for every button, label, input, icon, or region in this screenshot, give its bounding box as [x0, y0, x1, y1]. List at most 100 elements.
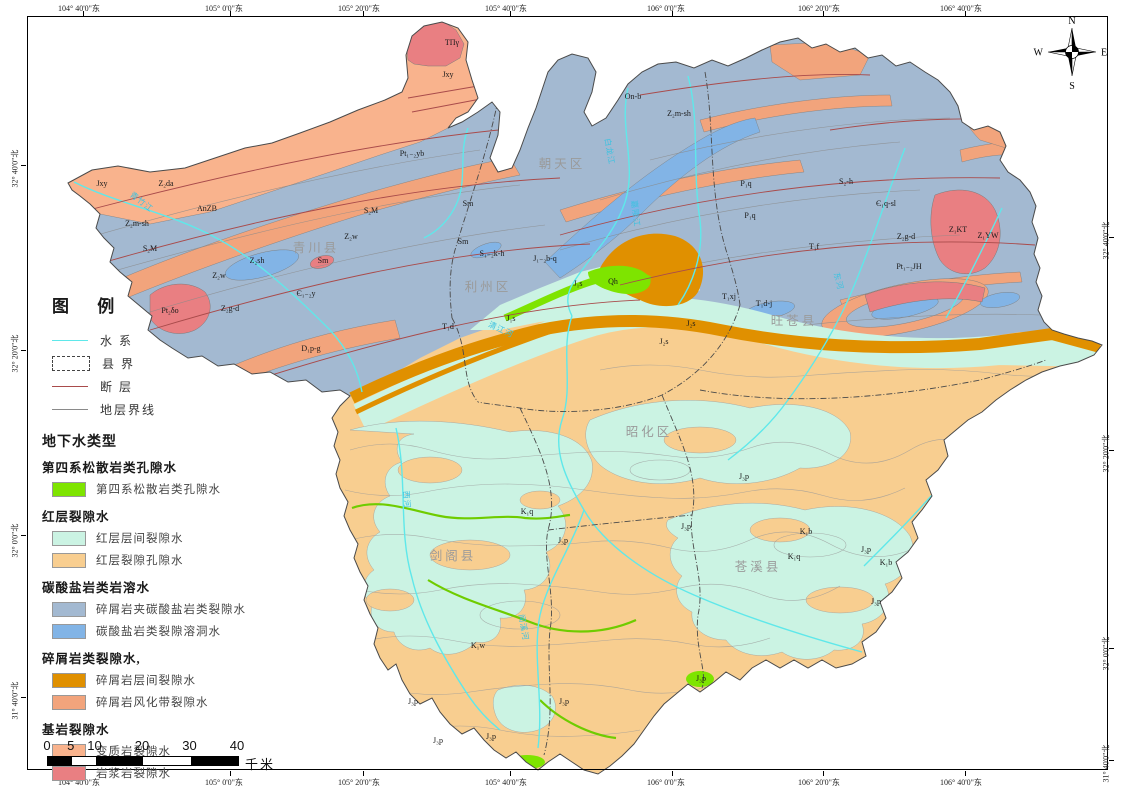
river-name-label: 闻溪河 [517, 613, 532, 641]
geologic-unit-label: P₁q [744, 211, 755, 220]
quaternary-patch [686, 671, 714, 687]
groundwater-item-label: 红层裂隙孔隙水 [96, 555, 184, 567]
county-name-label: 青川县 [293, 241, 340, 255]
county-name-label: 朝天区 [539, 157, 586, 171]
longitude-label: 104° 40'0"东 [58, 4, 100, 13]
coordinate-tick [1109, 450, 1114, 451]
geologic-unit-label: Pt₂δo [161, 306, 178, 315]
carbonate-blue-patches [224, 117, 1020, 320]
river-name-label: 嘉陵江 [629, 200, 642, 228]
legend-line-item-label: 县 界 [102, 357, 136, 371]
quaternary-squiggles [351, 503, 637, 740]
county-name-label: 利州区 [465, 280, 512, 294]
geologic-unit-label: J₃p [696, 674, 706, 683]
longitude-label: 106° 20'0"东 [798, 778, 840, 787]
geologic-unit-label: K₁b [800, 527, 813, 536]
coordinate-tick [230, 771, 231, 776]
geologic-unit-label: J₁s [573, 279, 582, 288]
color-swatch [52, 765, 86, 781]
geologic-unit-label: J₁₋₂b-q [533, 254, 557, 263]
geologic-unit-label: Є₁₋₂y [296, 289, 315, 298]
scale-bar-unit: 千米 [245, 757, 276, 772]
groundwater-legend-item: 变质岩裂隙水 [40, 740, 310, 762]
county-name-label: 剑阁县 [430, 548, 477, 563]
geologic-unit-label: On-b [625, 92, 641, 101]
geologic-unit-label: T₁d-j [756, 299, 773, 308]
coordinate-tick [965, 11, 966, 16]
scale-bar-bar [47, 756, 239, 766]
coordinate-tick [21, 535, 26, 536]
geologic-unit-label: J₃p [681, 522, 691, 531]
scale-bar-segment [71, 757, 96, 765]
groundwater-item-label: 碳酸盐岩类裂隙溶洞水 [96, 626, 221, 638]
geologic-unit-label: TΠγ [445, 38, 460, 47]
geologic-unit-label: Z₂da [158, 179, 174, 188]
longitude-label: 106° 20'0"东 [798, 4, 840, 13]
legend-line-item-label: 断 层 [100, 380, 134, 394]
scale-bar-number: 10 [87, 738, 102, 753]
legend-line-item: 县 界 [40, 352, 310, 375]
color-swatch [52, 601, 86, 617]
scale-bar-number: 0 [43, 738, 51, 753]
groundwater-legend-item: 红层层间裂隙水 [40, 527, 310, 549]
tan-islands [365, 426, 875, 614]
geologic-unit-label: T₁xj [722, 292, 736, 301]
color-swatch [52, 623, 86, 639]
compass-w: W [1034, 48, 1044, 59]
fault-lines [69, 74, 1041, 386]
geologic-unit-label: J₃p [861, 545, 871, 554]
groundwater-item-label: 第四系松散岩类孔隙水 [96, 484, 221, 496]
river-lines [73, 75, 1029, 749]
color-swatch [52, 481, 86, 497]
geologic-unit-label: J₃p [559, 697, 569, 706]
geologic-unit-label: K₁q [788, 552, 801, 561]
county-boundaries [449, 71, 1047, 756]
groundwater-legend-item: 红层裂隙孔隙水 [40, 549, 310, 571]
groundwater-item-label: 碎屑岩层间裂隙水 [96, 675, 196, 687]
longitude-label: 106° 40'0"东 [940, 778, 982, 787]
groundwater-item-label: 变质岩裂隙水 [96, 746, 171, 758]
color-swatch [52, 694, 86, 710]
coordinate-tick [823, 771, 824, 776]
geologic-unit-label: Z₁YW [977, 231, 998, 240]
groundwater-item-label: 岩浆岩裂隙水 [96, 768, 171, 780]
groundwater-legend-item: 碎屑岩夹碳酸盐岩类裂隙水 [40, 598, 310, 620]
clastic-interlayer-strip [354, 323, 567, 415]
coordinate-tick [21, 165, 26, 166]
legend-line-item-label: 水 系 [100, 334, 134, 348]
legend-line-item: 地层界线 [40, 398, 310, 421]
longitude-label: 106° 0'0"东 [647, 4, 685, 13]
groundwater-groups: 第四系松散岩类孔隙水 第四系松散岩类孔隙水 红层裂隙水 红层层间裂隙水 红层裂隙孔隙水碳… [40, 457, 310, 784]
color-swatch [52, 672, 86, 688]
geologic-unit-label: AnZB [197, 204, 217, 213]
geologic-unit-label: J₂s [686, 319, 695, 328]
groundwater-group-header: 碳酸盐岩类岩溶水 [42, 581, 151, 595]
coordinate-tick [510, 11, 511, 16]
geologic-unit-label: J₃p [871, 597, 881, 606]
geologic-unit-label: Z₂w [212, 271, 226, 280]
color-swatch [52, 530, 86, 546]
groundwater-item-label: 碎屑岩夹碳酸盐岩类裂隙水 [96, 604, 246, 616]
scale-bar-segment [190, 757, 238, 765]
geologic-unit-label: Jxy [96, 179, 107, 188]
geologic-unit-label: J₃p [408, 697, 418, 706]
longitude-label: 106° 40'0"东 [940, 4, 982, 13]
longitude-label: 105° 0'0"东 [205, 4, 243, 13]
coordinate-tick [230, 11, 231, 16]
longitude-label: 105° 20'0"东 [338, 4, 380, 13]
geologic-unit-label: Є₁q-sl [876, 199, 897, 208]
river-name-label: 东河 [832, 271, 846, 291]
map-labels: TΠγ Jxy Jxy Z₂da AnZB Z₂m-sh S₂M S₂M Z₂w Z₂sh Sm Z₂… [96, 38, 999, 745]
geologic-unit-label: Z₂m-sh [667, 109, 691, 118]
fault-line-sample [52, 386, 88, 387]
groundwater-legend-item: 第四系松散岩类孔隙水 [40, 478, 310, 500]
compass-s: S [1069, 81, 1075, 92]
coordinate-tick [83, 11, 84, 16]
county-name-label: 昭化区 [626, 425, 673, 439]
river-name-label: 白龙江 [603, 137, 618, 165]
geologic-unit-label: S₂-h [839, 177, 853, 186]
geologic-unit-label: Z₁KT [949, 225, 967, 234]
geologic-unit-label: J₃p [486, 732, 496, 741]
geologic-unit-label: Z₂g-d [221, 304, 239, 313]
